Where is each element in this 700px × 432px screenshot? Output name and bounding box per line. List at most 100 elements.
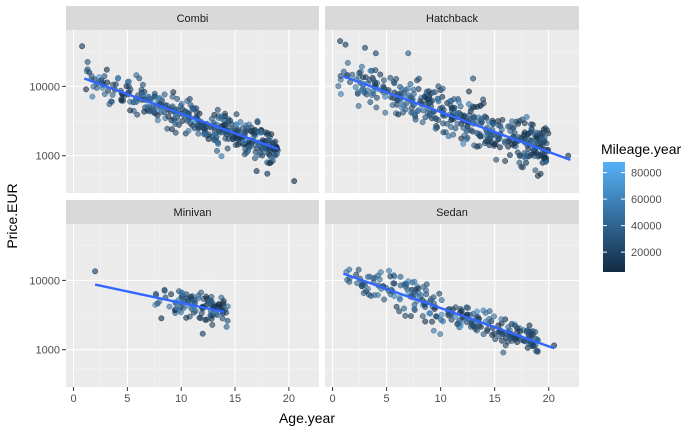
- data-point: [492, 336, 499, 343]
- data-point: [460, 140, 467, 147]
- data-point: [377, 269, 384, 276]
- data-point: [452, 304, 459, 311]
- data-point: [402, 312, 409, 319]
- data-point: [529, 121, 536, 128]
- data-point: [427, 296, 434, 303]
- data-point: [528, 151, 535, 158]
- data-point: [397, 282, 404, 289]
- data-point: [270, 139, 277, 146]
- legend-tick-label: 40000: [631, 221, 662, 233]
- data-point: [434, 96, 441, 103]
- data-point: [265, 137, 272, 144]
- data-point: [366, 77, 373, 84]
- data-point: [205, 136, 212, 143]
- data-point: [387, 273, 394, 280]
- data-point: [498, 337, 505, 344]
- data-point: [214, 147, 220, 154]
- data-point: [457, 306, 464, 312]
- data-point: [490, 121, 496, 127]
- points-combi: [79, 43, 298, 185]
- data-point: [218, 153, 225, 160]
- data-point: [364, 285, 371, 292]
- data-point: [337, 91, 344, 97]
- x-tick-label: 10: [435, 393, 447, 405]
- facet-strip: [325, 6, 579, 30]
- data-point: [491, 313, 497, 320]
- facet-strip: [66, 200, 319, 224]
- data-point: [161, 91, 168, 98]
- data-point: [179, 290, 186, 297]
- data-point: [170, 89, 177, 96]
- data-point: [439, 93, 446, 100]
- data-point: [454, 321, 461, 328]
- data-point: [419, 119, 426, 126]
- data-point: [108, 98, 115, 105]
- data-point: [398, 104, 405, 111]
- data-point: [372, 67, 379, 74]
- data-point: [377, 71, 384, 78]
- data-point: [220, 298, 227, 304]
- data-point: [367, 99, 374, 106]
- points-sedan: [343, 266, 558, 356]
- data-point: [480, 307, 487, 314]
- data-point: [448, 117, 455, 124]
- data-point: [455, 111, 462, 118]
- data-point: [168, 291, 175, 298]
- data-point: [140, 91, 147, 98]
- legend-ticks: 20000 40000 60000 80000: [603, 168, 662, 259]
- data-point: [451, 96, 457, 103]
- data-point: [474, 103, 481, 110]
- data-point: [530, 342, 537, 349]
- points-hatchback: [335, 38, 572, 179]
- data-point-outlier: [362, 44, 368, 51]
- data-point: [381, 296, 388, 303]
- data-point: [420, 283, 427, 290]
- data-point: [514, 339, 521, 346]
- data-point: [134, 111, 141, 118]
- data-point: [363, 91, 370, 98]
- x-tick-label: 20: [283, 393, 295, 405]
- data-point: [386, 267, 392, 274]
- data-point: [155, 95, 162, 102]
- data-point: [242, 146, 249, 153]
- data-point: [136, 75, 143, 82]
- data-point: [497, 144, 503, 151]
- y-tick-label: 1000: [36, 345, 60, 357]
- data-point: [533, 129, 540, 136]
- data-point: [154, 117, 161, 124]
- facet-strip: [325, 200, 579, 224]
- data-point: [211, 111, 218, 118]
- data-point: [455, 98, 462, 105]
- facet-panel-minivan: Minivan 1000 10000 0 5 10 15 20: [29, 200, 319, 405]
- data-point: [411, 278, 418, 285]
- data-point: [224, 145, 231, 152]
- data-point: [411, 307, 418, 313]
- data-point: [429, 318, 435, 325]
- data-point: [521, 129, 528, 136]
- y-tick-label: 10000: [29, 275, 60, 287]
- data-point: [373, 94, 380, 101]
- data-point: [415, 86, 422, 92]
- data-point-outlier: [291, 178, 298, 185]
- data-point: [218, 113, 225, 120]
- trend-line: [94, 283, 225, 314]
- data-point: [403, 100, 410, 107]
- data-point: [439, 85, 446, 92]
- data-point: [355, 103, 362, 109]
- data-point: [500, 349, 507, 356]
- data-point: [488, 139, 495, 146]
- data-point: [486, 308, 493, 315]
- data-point: [474, 308, 480, 315]
- data-point: [436, 290, 443, 297]
- data-point: [211, 136, 217, 143]
- facet-panel-hatchback: Hatchback: [325, 6, 579, 193]
- data-point: [349, 71, 356, 78]
- data-point: [198, 289, 205, 296]
- panels-layer: Combi 1000 10000 Hatchback Minivan 1000 10000 0…: [29, 6, 579, 405]
- data-point-outlier: [337, 38, 344, 45]
- data-point: [477, 133, 484, 140]
- data-point-outlier: [199, 330, 206, 337]
- legend-tick-label: 20000: [631, 247, 662, 259]
- data-point-outlier: [470, 75, 477, 82]
- data-point: [458, 135, 465, 142]
